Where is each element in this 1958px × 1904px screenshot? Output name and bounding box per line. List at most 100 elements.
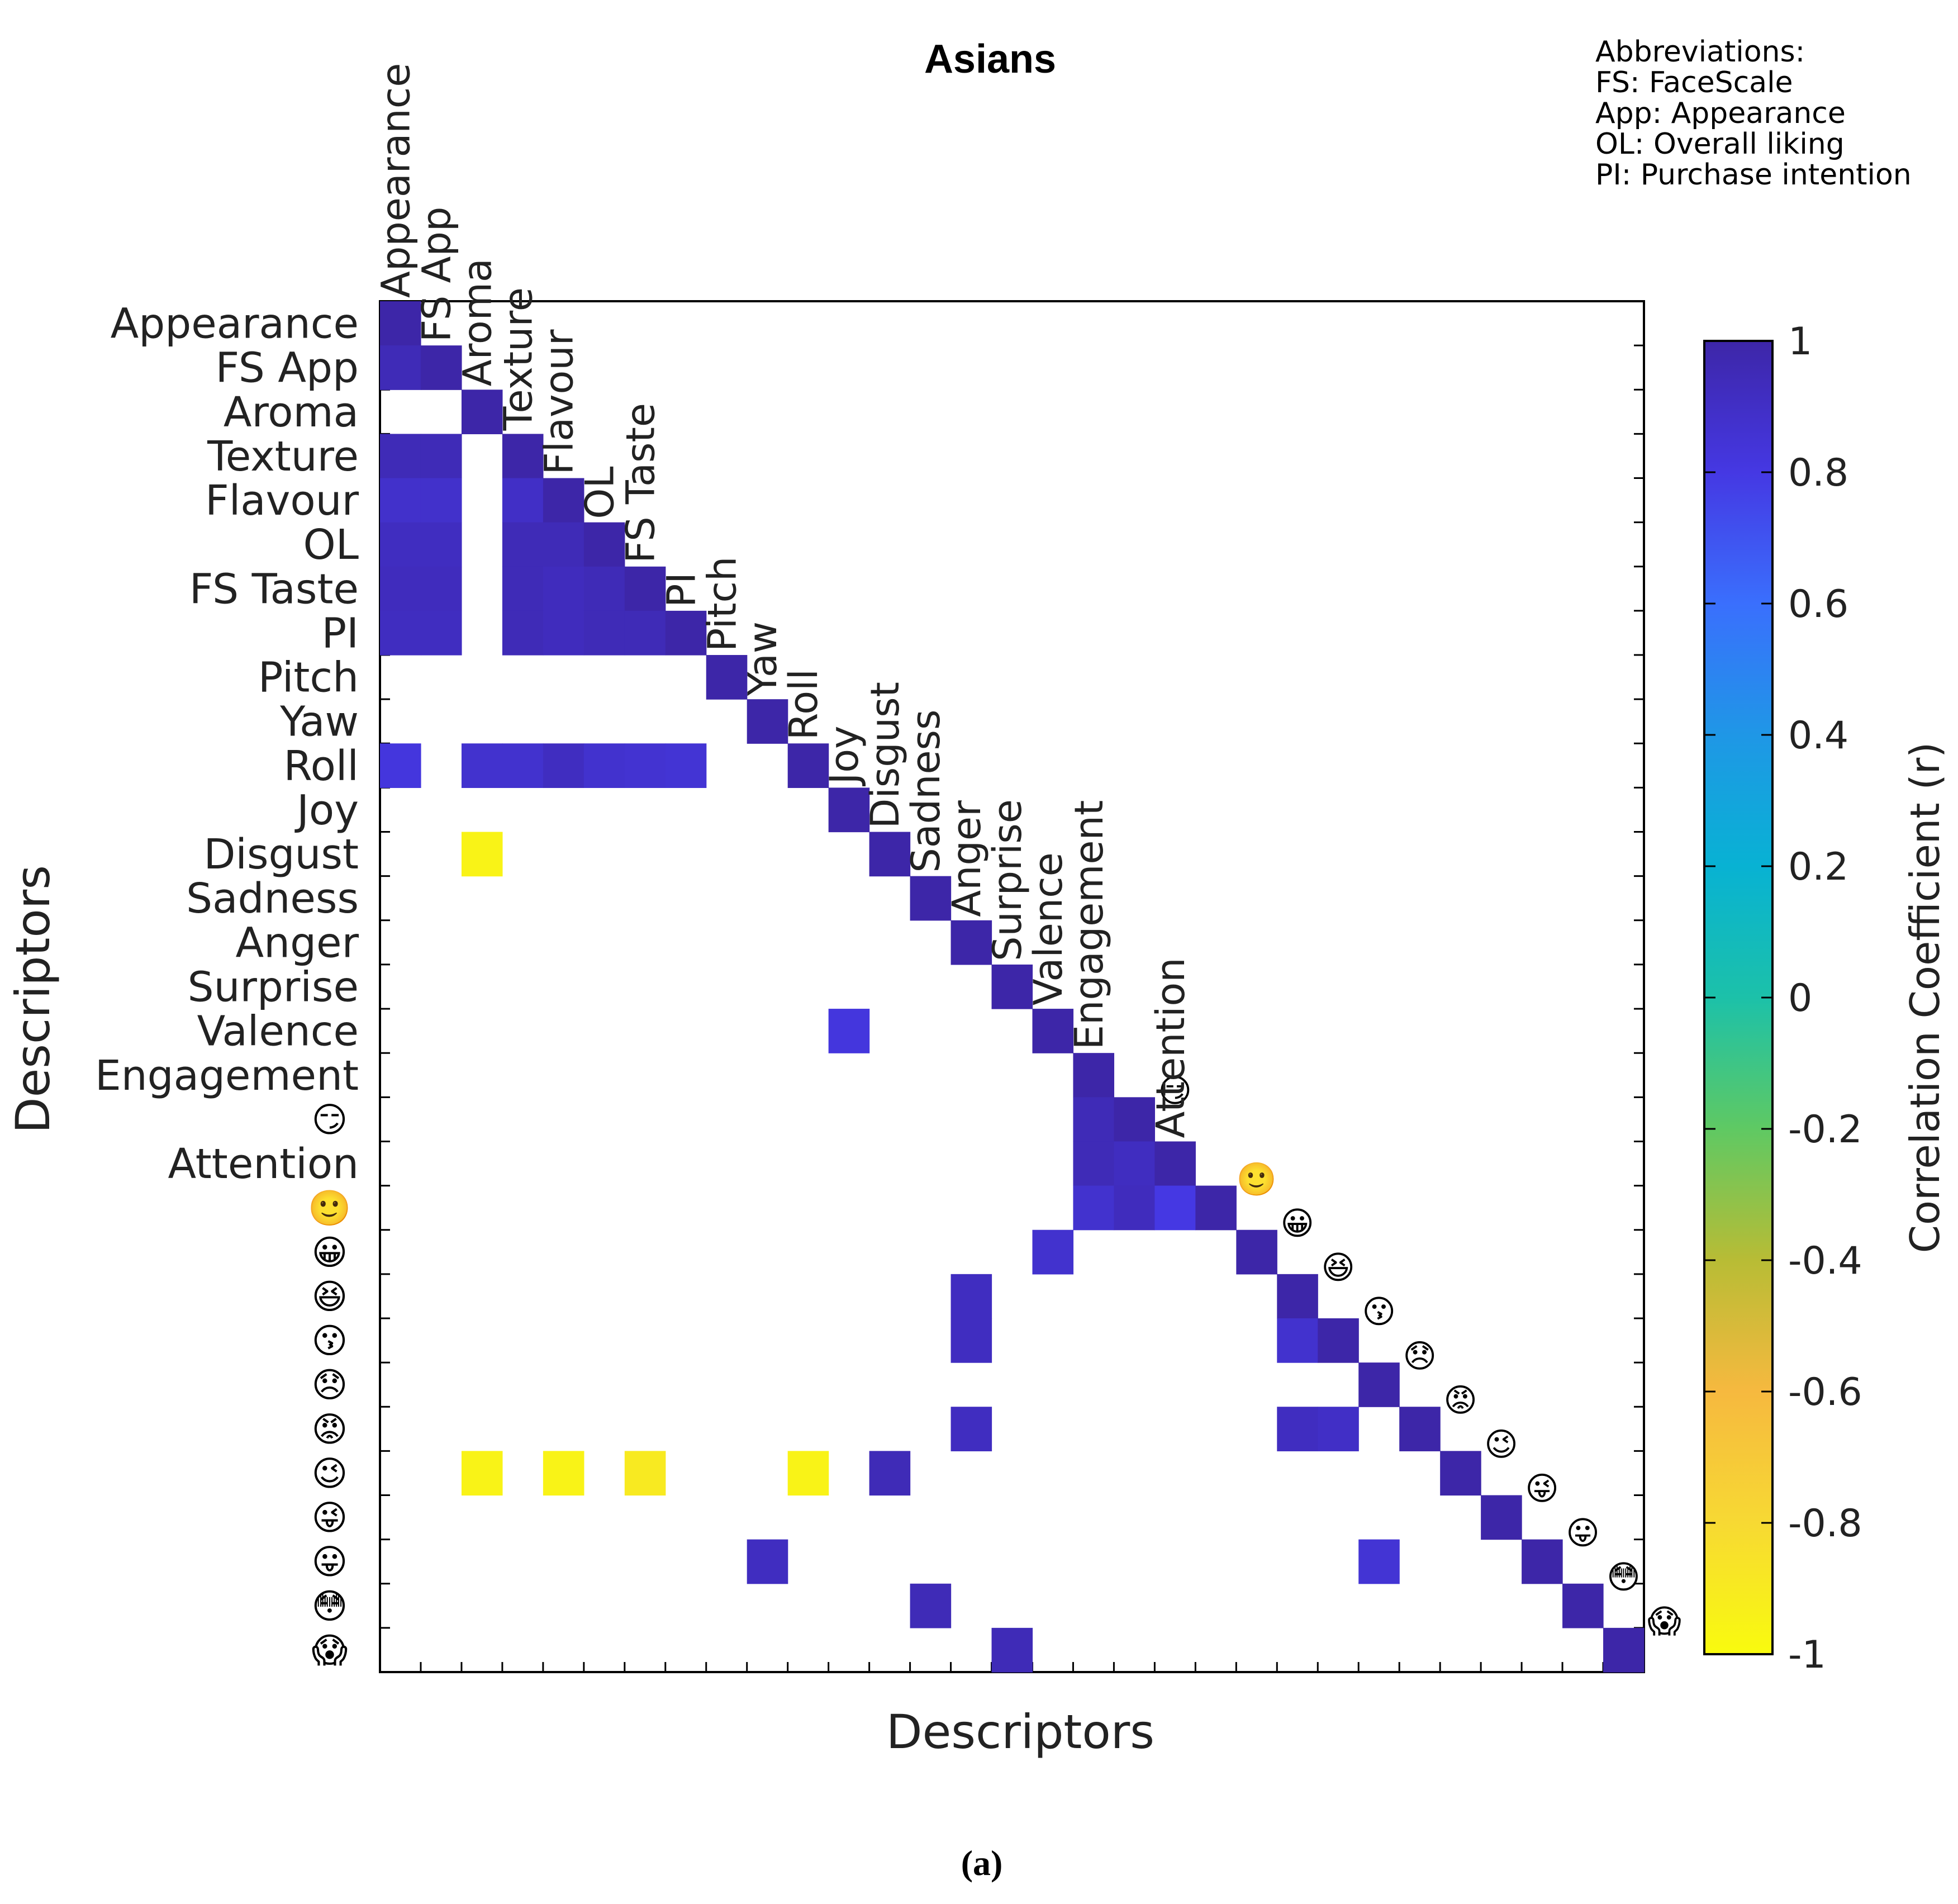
heatmap-cell xyxy=(1522,1539,1563,1584)
smile-emoji-col-icon: 🙂 xyxy=(1237,1160,1277,1198)
heatmap-cell xyxy=(380,610,421,656)
grin-emoji-col-icon: 😀 xyxy=(1281,1204,1314,1242)
wink-emoji-col-icon: 😉 xyxy=(1484,1426,1518,1464)
row-label-anger: Anger xyxy=(236,919,359,967)
row-label-pi: PI xyxy=(322,609,359,657)
row-label-joy: Joy xyxy=(294,786,359,834)
heatmap-cell xyxy=(1195,1185,1237,1231)
heatmap-cell xyxy=(951,1318,992,1363)
row-label-aroma: Aroma xyxy=(224,388,359,436)
row-label-texture: Texture xyxy=(207,433,359,481)
col-label-fs-app: FS App xyxy=(414,207,460,342)
heatmap-cell xyxy=(706,655,748,700)
row-label-attention: Attention xyxy=(168,1140,359,1188)
colorbar-tick-label: 0 xyxy=(1788,976,1812,1020)
colorbar-tick-label: -0.4 xyxy=(1788,1239,1862,1283)
heatmap-cell xyxy=(502,566,544,611)
heatmap-cell xyxy=(1358,1362,1400,1407)
grin-emoji-row-icon: 😀 xyxy=(312,1232,348,1273)
stuck-out-tongue-emoji-col-icon: 😛 xyxy=(1566,1514,1599,1552)
heatmap-cell xyxy=(624,610,666,656)
heatmap-cell xyxy=(502,743,544,789)
col-label-pi: PI xyxy=(658,572,704,607)
figure-caption: (a) xyxy=(961,1843,1003,1883)
row-label-pitch: Pitch xyxy=(258,654,359,702)
heatmap-cell xyxy=(828,787,870,833)
heatmap-cell xyxy=(665,610,707,656)
heatmap-cell xyxy=(380,522,421,567)
colorbar-tick-label: -0.8 xyxy=(1788,1502,1862,1546)
col-label-aroma: Aroma xyxy=(454,258,500,386)
row-label-surprise: Surprise xyxy=(188,963,359,1012)
heatmap-cell xyxy=(624,1451,666,1496)
heatmap-cell xyxy=(624,743,666,789)
heatmap-cell xyxy=(420,610,462,656)
heatmap-cell xyxy=(543,478,584,523)
heatmap-cell xyxy=(461,743,503,789)
heatmap-cell xyxy=(583,610,625,656)
heatmap-cell xyxy=(1032,1009,1074,1053)
heatmap-cell xyxy=(1154,1141,1196,1186)
disappointed-emoji-col-icon: 😞 xyxy=(1403,1337,1436,1375)
smirk-emoji-col-icon: 😏 xyxy=(1158,1071,1192,1109)
heatmap-cell xyxy=(951,920,992,965)
heatmap-cell xyxy=(787,743,829,789)
colorbar-tick-label: 0.4 xyxy=(1788,714,1848,758)
row-label-valence: Valence xyxy=(197,1008,359,1056)
heatmap-cell xyxy=(1603,1627,1645,1673)
kiss-emoji-col-icon: 😗 xyxy=(1362,1293,1395,1331)
row-label-flavour: Flavour xyxy=(205,477,359,525)
heatmap-cells xyxy=(380,301,1645,1673)
colorbar-label: Correlation Coefficient (r) xyxy=(1902,742,1949,1253)
wink-emoji-row-icon: 😉 xyxy=(312,1453,348,1494)
heatmap-cell xyxy=(502,478,544,523)
colorbar-ticks: 1 0.8 0.6 0.4 0.2 0 -0.2 -0.4 -0.6 -0.8 -1 xyxy=(1704,320,1862,1677)
smile-emoji-row-icon: 🙂 xyxy=(308,1188,351,1228)
col-label-valence: Valence xyxy=(1025,852,1071,1005)
heatmap-cell xyxy=(380,478,421,523)
col-label-texture: Texture xyxy=(495,287,541,431)
heatmap-cell xyxy=(1399,1407,1441,1451)
heatmap-cell xyxy=(420,478,462,523)
heatmap-cell xyxy=(461,1451,503,1496)
heatmap-cell xyxy=(1236,1229,1277,1275)
heatmap-cell xyxy=(869,1451,911,1496)
colorbar-tick-label: -1 xyxy=(1788,1633,1826,1677)
heatmap-cell xyxy=(624,566,666,611)
heatmap-cell xyxy=(1114,1185,1155,1231)
heatmap-cell xyxy=(1073,1097,1115,1142)
row-label-ol: OL xyxy=(303,521,359,569)
heatmap-cell xyxy=(1114,1097,1155,1142)
col-label-fs-taste: FS Taste xyxy=(617,403,663,563)
heatmap-cell xyxy=(1032,1229,1074,1275)
heatmap-cell xyxy=(502,434,544,479)
heatmap-cell xyxy=(1073,1053,1115,1098)
abbreviation-line: PI: Purchase intention xyxy=(1595,158,1912,192)
heatmap-cell xyxy=(665,743,707,789)
heatmap-cell xyxy=(543,743,584,789)
heatmap-cell xyxy=(910,876,952,921)
heatmap-cell xyxy=(420,434,462,479)
scream-emoji-col-icon: 😱 xyxy=(1647,1602,1681,1640)
col-label-surprise: Surprise xyxy=(985,799,1030,961)
abbreviation-line: Abbreviations: xyxy=(1595,35,1805,69)
col-label-engagement: Engagement xyxy=(1066,800,1112,1050)
heatmap-cell xyxy=(1358,1539,1400,1584)
heatmap-cell xyxy=(787,1451,829,1496)
colorbar-tick-label: -0.6 xyxy=(1788,1370,1862,1414)
colorbar xyxy=(1703,340,1774,1655)
y-axis-label: Descriptors xyxy=(6,865,60,1133)
heatmap-cell xyxy=(1073,1185,1115,1231)
chart-title: Asians xyxy=(924,37,1056,82)
row-label-fs-taste: FS Taste xyxy=(189,565,359,613)
heatmap-cell xyxy=(461,390,503,434)
colorbar-tick-label: 0.8 xyxy=(1788,451,1848,495)
laugh-emoji-col-icon: 😆 xyxy=(1322,1248,1355,1286)
heatmap-cell xyxy=(1318,1407,1359,1451)
heatmap-cell xyxy=(420,345,462,390)
heatmap-cell xyxy=(583,743,625,789)
